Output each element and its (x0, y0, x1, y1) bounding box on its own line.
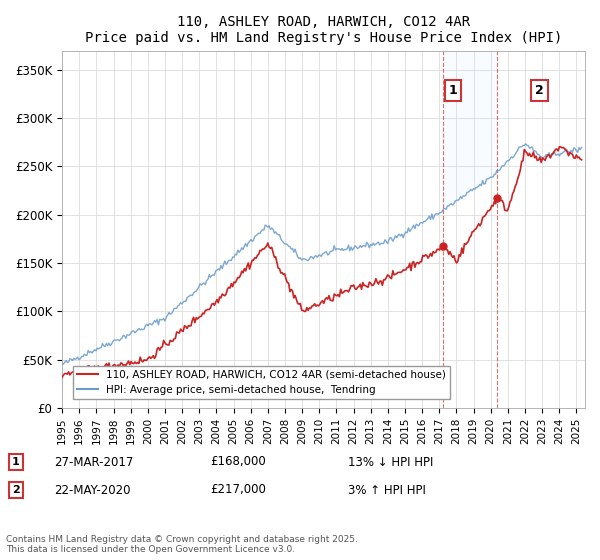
Text: 2: 2 (12, 485, 20, 495)
Legend: 110, ASHLEY ROAD, HARWICH, CO12 4AR (semi-detached house), HPI: Average price, s: 110, ASHLEY ROAD, HARWICH, CO12 4AR (sem… (73, 366, 450, 399)
Text: £168,000: £168,000 (210, 455, 266, 469)
Text: 2: 2 (535, 84, 544, 97)
Text: 13% ↓ HPI HPI: 13% ↓ HPI HPI (348, 455, 433, 469)
Text: 3% ↑ HPI HPI: 3% ↑ HPI HPI (348, 483, 426, 497)
Title: 110, ASHLEY ROAD, HARWICH, CO12 4AR
Price paid vs. HM Land Registry's House Pric: 110, ASHLEY ROAD, HARWICH, CO12 4AR Pric… (85, 15, 562, 45)
Text: Contains HM Land Registry data © Crown copyright and database right 2025.
This d: Contains HM Land Registry data © Crown c… (6, 535, 358, 554)
Text: 1: 1 (448, 84, 457, 97)
Text: 22-MAY-2020: 22-MAY-2020 (54, 483, 131, 497)
Text: 27-MAR-2017: 27-MAR-2017 (54, 455, 133, 469)
Text: 1: 1 (12, 457, 20, 467)
Text: £217,000: £217,000 (210, 483, 266, 497)
